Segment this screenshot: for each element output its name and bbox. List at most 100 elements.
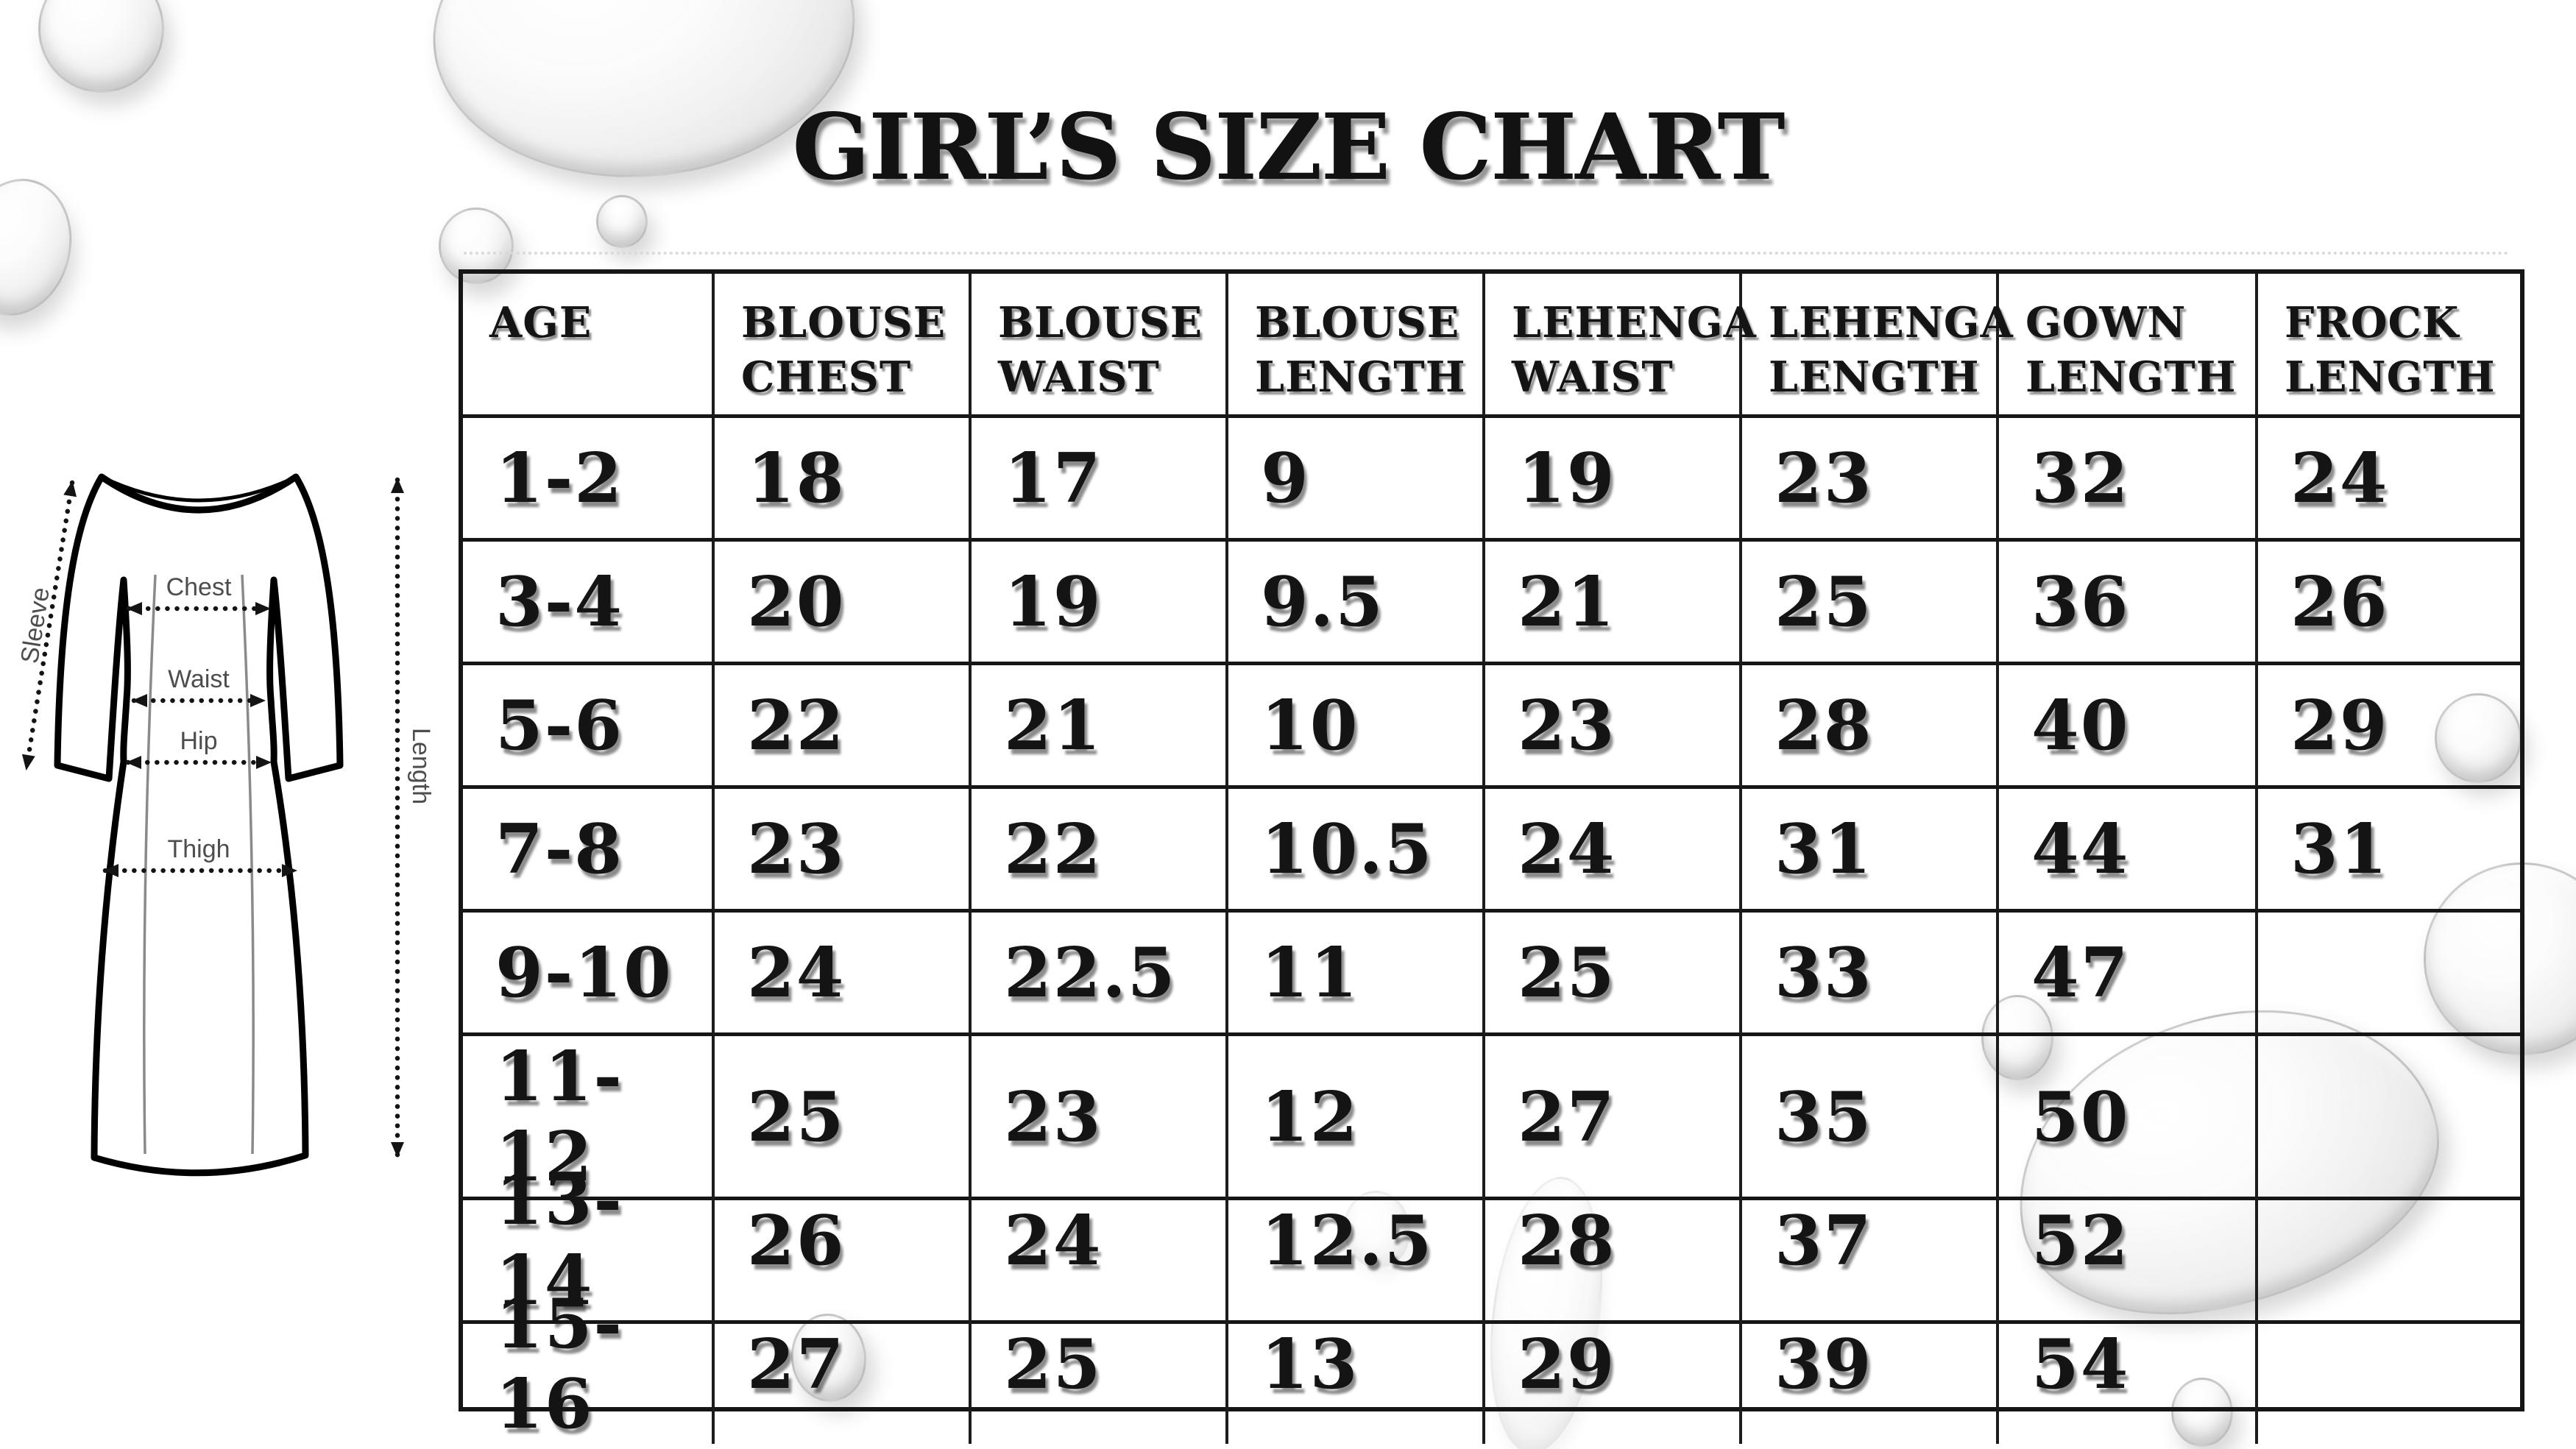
- value-cell: 9.5: [1228, 542, 1485, 665]
- value-cell: 52: [1999, 1160, 2258, 1324]
- water-droplet-icon: [2435, 693, 2522, 783]
- value-cell: 24: [1485, 789, 1742, 913]
- age-cell: 7-8: [463, 789, 715, 913]
- column-header-blouse-length: BLOUSE LENGTH: [1228, 274, 1485, 418]
- dress-outline-shape: [54, 473, 344, 1177]
- waist-label: Waist: [168, 665, 230, 693]
- value-cell: 36: [1999, 542, 2258, 665]
- table-row: 5-6 22 21 10 23 28 40 29: [463, 665, 2520, 789]
- value-cell: 24: [715, 913, 972, 1036]
- value-cell: [2258, 913, 2520, 1036]
- table-row: 1-2 18 17 9 19 23 32 24: [463, 418, 2520, 542]
- value-cell: 31: [1742, 789, 1999, 913]
- value-cell: 12.5: [1228, 1160, 1485, 1324]
- value-cell: 18: [715, 418, 972, 542]
- water-droplet-icon: [38, 0, 164, 93]
- age-cell: 5-6: [463, 665, 715, 789]
- value-cell: 10.5: [1228, 789, 1485, 913]
- value-cell: 29: [1485, 1283, 1742, 1444]
- value-cell: 9: [1228, 418, 1485, 542]
- value-cell: 12: [1228, 1036, 1485, 1200]
- value-cell: 21: [972, 665, 1228, 789]
- dress-measurement-diagram: Chest Waist Hip Thigh Sleeve Length: [15, 473, 435, 1177]
- value-cell: 40: [1999, 665, 2258, 789]
- table-body: 1-2 18 17 9 19 23 32 24 3-4 20 19 9.5 21 25 36 26 5-6 22 2…: [463, 418, 2520, 1444]
- table-row: 3-4 20 19 9.5 21 25 36 26: [463, 542, 2520, 665]
- table-row: 7-8 23 22 10.5 24 31 44 31: [463, 789, 2520, 913]
- value-cell: 22: [972, 789, 1228, 913]
- value-cell: 25: [715, 1036, 972, 1200]
- value-cell: 25: [972, 1283, 1228, 1444]
- value-cell: 39: [1742, 1283, 1999, 1444]
- value-cell: 22.5: [972, 913, 1228, 1036]
- table-row: 9-10 24 22.5 11 25 33 47: [463, 913, 2520, 1036]
- hip-label: Hip: [180, 727, 217, 755]
- value-cell: 24: [2258, 418, 2520, 542]
- value-cell: 44: [1999, 789, 2258, 913]
- value-cell: 24: [972, 1160, 1228, 1324]
- water-droplet-icon: [2424, 862, 2576, 1055]
- age-cell: 13-14: [463, 1160, 715, 1324]
- value-cell: 23: [1742, 418, 1999, 542]
- table-row: 11-12 25 23 12 27 35 50: [463, 1036, 2520, 1200]
- value-cell: 37: [1742, 1160, 1999, 1324]
- value-cell: 29: [2258, 665, 2520, 789]
- value-cell: 28: [1742, 665, 1999, 789]
- value-cell: 35: [1742, 1036, 1999, 1200]
- value-cell: 20: [715, 542, 972, 665]
- column-header-frock-length: FROCK LENGTH: [2258, 274, 2520, 418]
- value-cell: 47: [1999, 913, 2258, 1036]
- value-cell: 23: [972, 1036, 1228, 1200]
- value-cell: 27: [1485, 1036, 1742, 1200]
- value-cell: 54: [1999, 1283, 2258, 1444]
- value-cell: 19: [972, 542, 1228, 665]
- value-cell: [2258, 1160, 2520, 1324]
- neckline-shape: [100, 475, 297, 503]
- value-cell: [2258, 1283, 2520, 1444]
- page-title: GIRL’S SIZE CHART: [792, 94, 1785, 201]
- age-cell: 1-2: [463, 418, 715, 542]
- column-header-gown-length: GOWN LENGTH: [1999, 274, 2258, 418]
- column-header-lehenga-waist: LEHENGA WAIST: [1485, 274, 1756, 418]
- value-cell: 23: [715, 789, 972, 913]
- water-droplet-icon: [1981, 995, 2053, 1080]
- value-cell: 27: [715, 1283, 972, 1444]
- sleeve-arrow: [21, 480, 77, 771]
- table-row: 15-16 27 25 13 29 39 54: [463, 1283, 2520, 1444]
- value-cell: 25: [1742, 542, 1999, 665]
- value-cell: 50: [1999, 1036, 2258, 1200]
- value-cell: 33: [1742, 913, 1999, 1036]
- value-cell: 28: [1485, 1160, 1742, 1324]
- value-cell: 13: [1228, 1283, 1485, 1444]
- value-cell: 26: [715, 1160, 972, 1324]
- age-cell: 9-10: [463, 913, 715, 1036]
- value-cell: 21: [1485, 542, 1742, 665]
- size-table: AGE BLOUSE CHEST BLOUSE WAIST BLOUSE LENGTH…: [459, 269, 2524, 1444]
- value-cell: [2258, 1036, 2520, 1200]
- value-cell: 10: [1228, 665, 1485, 789]
- age-cell: 3-4: [463, 542, 715, 665]
- column-header-age: AGE: [463, 274, 715, 418]
- water-droplet-icon: [596, 195, 648, 248]
- seam-line: [241, 574, 255, 1155]
- chest-label: Chest: [166, 573, 232, 601]
- column-header-blouse-chest: BLOUSE CHEST: [715, 274, 972, 418]
- table-row: 13-14 26 24 12.5 28 37 52: [463, 1160, 2520, 1324]
- value-cell: 23: [1485, 665, 1742, 789]
- value-cell: 26: [2258, 542, 2520, 665]
- value-cell: 17: [972, 418, 1228, 542]
- value-cell: 11: [1228, 913, 1485, 1036]
- column-header-blouse-waist: BLOUSE WAIST: [972, 274, 1228, 418]
- sleeve-label: Sleeve: [15, 586, 55, 666]
- value-cell: 25: [1485, 913, 1742, 1036]
- column-header-lehenga-length: LEHENGA LENGTH: [1742, 274, 2013, 418]
- value-cell: 32: [1999, 418, 2258, 542]
- age-cell: 15-16: [463, 1283, 715, 1444]
- header-row: AGE BLOUSE CHEST BLOUSE WAIST BLOUSE LENGTH…: [463, 274, 2520, 418]
- length-label: Length: [407, 728, 435, 804]
- value-cell: 19: [1485, 418, 1742, 542]
- thigh-label: Thigh: [167, 835, 230, 863]
- divider: [464, 252, 2510, 255]
- water-droplet-icon: [2171, 1378, 2233, 1447]
